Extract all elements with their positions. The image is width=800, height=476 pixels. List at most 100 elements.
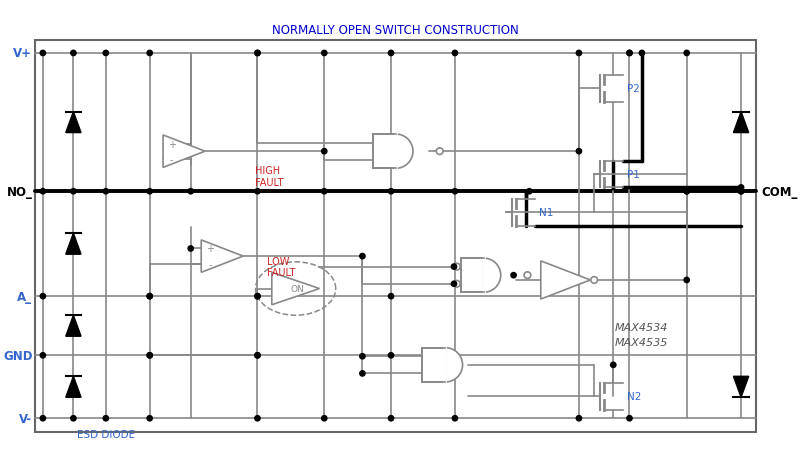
Circle shape: [684, 189, 690, 195]
Text: LOW: LOW: [267, 257, 290, 266]
Circle shape: [147, 189, 152, 195]
Circle shape: [322, 149, 327, 155]
Circle shape: [511, 273, 516, 278]
Circle shape: [103, 189, 109, 195]
Circle shape: [684, 189, 690, 195]
Wedge shape: [483, 258, 501, 293]
Circle shape: [627, 416, 632, 421]
Circle shape: [738, 189, 744, 195]
Polygon shape: [272, 273, 319, 305]
Circle shape: [40, 189, 46, 195]
Circle shape: [103, 51, 109, 57]
Circle shape: [255, 353, 260, 358]
Circle shape: [188, 189, 194, 195]
Wedge shape: [446, 348, 462, 382]
Polygon shape: [66, 112, 81, 133]
Circle shape: [388, 416, 394, 421]
Text: +: +: [168, 139, 176, 149]
Text: V-: V-: [19, 412, 32, 425]
Circle shape: [360, 254, 365, 259]
Circle shape: [147, 416, 152, 421]
Text: MAX4535: MAX4535: [615, 337, 669, 347]
Circle shape: [454, 264, 460, 270]
Circle shape: [576, 51, 582, 57]
Text: -: -: [170, 155, 174, 165]
Polygon shape: [202, 240, 243, 273]
Circle shape: [147, 353, 152, 358]
Circle shape: [436, 149, 443, 155]
Polygon shape: [734, 377, 749, 397]
Circle shape: [70, 189, 76, 195]
Circle shape: [451, 264, 457, 270]
Text: ESD DIODE: ESD DIODE: [77, 429, 135, 439]
Circle shape: [255, 353, 260, 358]
Circle shape: [360, 354, 365, 359]
Circle shape: [147, 294, 152, 299]
Circle shape: [684, 51, 690, 57]
Circle shape: [627, 51, 632, 57]
Circle shape: [255, 189, 260, 195]
Text: NORMALLY OPEN SWITCH CONSTRUCTION: NORMALLY OPEN SWITCH CONSTRUCTION: [273, 23, 519, 37]
Polygon shape: [734, 112, 749, 133]
Wedge shape: [396, 135, 413, 169]
Circle shape: [526, 189, 532, 195]
Text: COM_: COM_: [761, 185, 798, 198]
Circle shape: [40, 294, 46, 299]
Text: GND: GND: [3, 349, 32, 362]
Circle shape: [452, 51, 458, 57]
Circle shape: [738, 189, 744, 195]
Circle shape: [103, 416, 109, 421]
Bar: [35, 40, 756, 432]
Text: N1: N1: [539, 208, 554, 218]
Circle shape: [627, 51, 632, 57]
Polygon shape: [66, 316, 81, 337]
Circle shape: [610, 362, 616, 368]
Text: A_: A_: [18, 290, 32, 303]
Text: +: +: [206, 244, 214, 254]
Circle shape: [388, 353, 394, 358]
Text: ON: ON: [290, 285, 305, 293]
Text: MAX4534: MAX4534: [615, 322, 669, 332]
Circle shape: [388, 51, 394, 57]
Circle shape: [255, 294, 260, 299]
Text: P1: P1: [626, 170, 639, 180]
Circle shape: [576, 416, 582, 421]
Circle shape: [451, 281, 457, 287]
Polygon shape: [163, 136, 205, 168]
Circle shape: [40, 51, 46, 57]
Circle shape: [255, 416, 260, 421]
Circle shape: [738, 185, 744, 191]
Circle shape: [147, 294, 152, 299]
Polygon shape: [66, 377, 81, 397]
Circle shape: [322, 416, 327, 421]
Circle shape: [255, 51, 260, 57]
Circle shape: [70, 51, 76, 57]
Circle shape: [388, 189, 394, 195]
Circle shape: [454, 281, 460, 288]
Circle shape: [684, 278, 690, 283]
Circle shape: [40, 353, 46, 358]
Circle shape: [452, 189, 458, 195]
Text: HIGH: HIGH: [254, 166, 280, 176]
Circle shape: [639, 51, 645, 57]
Circle shape: [591, 277, 598, 284]
Text: NO_: NO_: [6, 185, 32, 198]
Circle shape: [388, 294, 394, 299]
Circle shape: [147, 51, 152, 57]
Text: FAULT: FAULT: [254, 178, 283, 188]
Bar: [373, 135, 396, 169]
Circle shape: [576, 149, 582, 155]
Circle shape: [147, 353, 152, 358]
Polygon shape: [541, 261, 590, 299]
Bar: [461, 258, 483, 293]
Text: N2: N2: [626, 391, 641, 401]
Circle shape: [188, 246, 194, 252]
Text: V+: V+: [14, 47, 32, 60]
Circle shape: [255, 51, 260, 57]
Circle shape: [524, 272, 530, 279]
Circle shape: [40, 416, 46, 421]
Circle shape: [322, 189, 327, 195]
Bar: [422, 348, 446, 382]
Circle shape: [70, 416, 76, 421]
Polygon shape: [66, 234, 81, 255]
